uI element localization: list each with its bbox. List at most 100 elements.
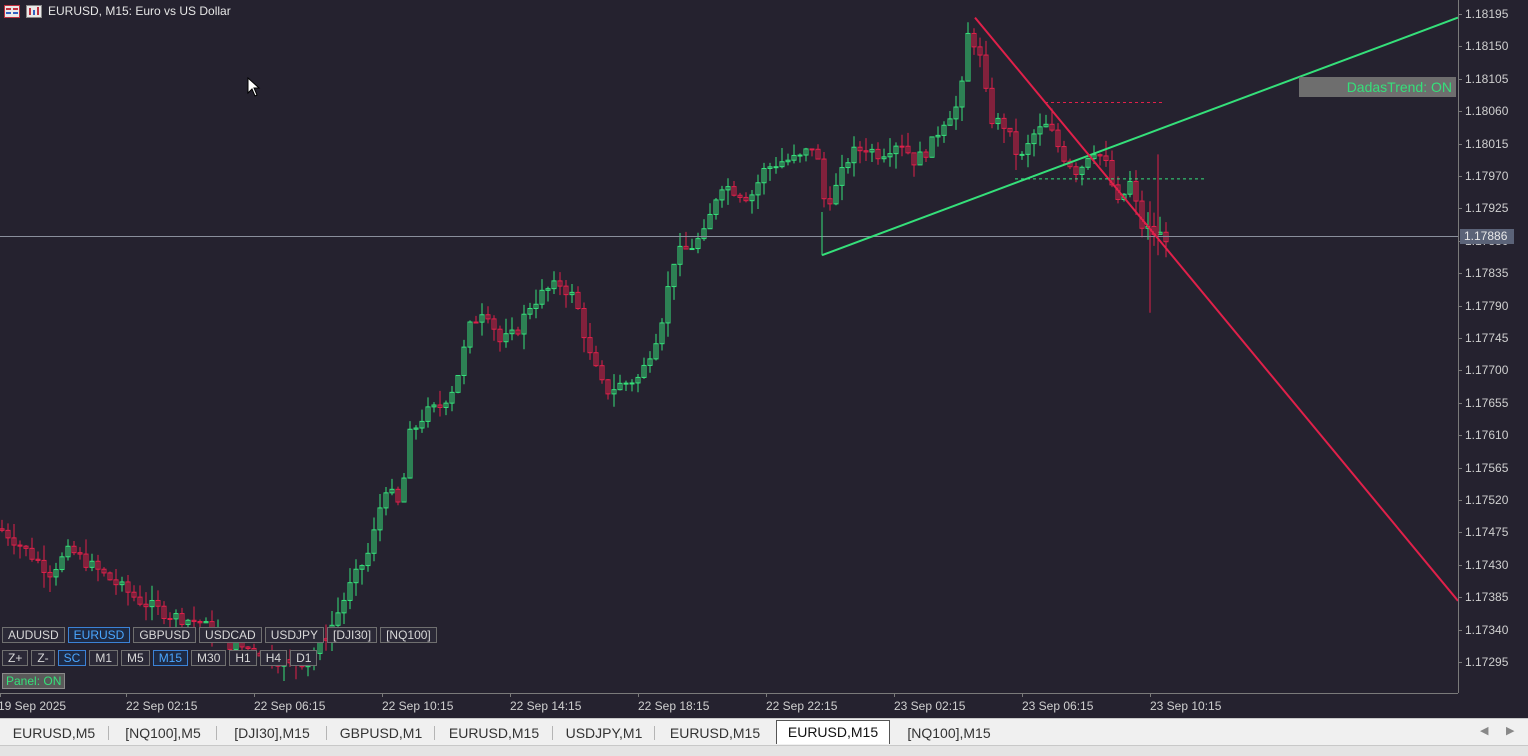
chart-tab[interactable]: EURUSD,M15 bbox=[776, 720, 890, 744]
candle-body bbox=[995, 117, 1001, 125]
price-label: 1.17340 bbox=[1465, 622, 1509, 637]
chart-tab[interactable]: [DJI30],M15 bbox=[234, 725, 310, 741]
candle-body bbox=[563, 285, 569, 296]
candle-body bbox=[593, 352, 599, 367]
candle-body bbox=[803, 148, 809, 156]
candle-body bbox=[509, 329, 515, 335]
menu-grid-icon[interactable] bbox=[4, 4, 20, 18]
timeframe-button-h4[interactable]: H4 bbox=[259, 650, 288, 666]
candle-body bbox=[1061, 146, 1067, 162]
candle-body bbox=[35, 558, 41, 561]
candle-body bbox=[167, 617, 173, 620]
candle-body bbox=[857, 146, 863, 152]
symbol-button-dji30[interactable]: [DJI30] bbox=[327, 627, 378, 643]
symbol-button-eurusd[interactable]: EURUSD bbox=[67, 627, 131, 643]
candle-body bbox=[935, 134, 941, 138]
symbol-button-usdcad[interactable]: USDCAD bbox=[199, 627, 262, 643]
candle-body bbox=[1103, 155, 1109, 162]
timeframe-button-d1[interactable]: D1 bbox=[290, 650, 318, 666]
price-label: 1.17475 bbox=[1465, 525, 1509, 540]
chart-tab[interactable]: EURUSD,M15 bbox=[669, 725, 761, 741]
time-label: 22 Sep 02:15 bbox=[126, 699, 198, 713]
candle-body bbox=[665, 286, 671, 324]
dadas-trend-badge[interactable]: DadasTrend: ON bbox=[1299, 77, 1456, 97]
candlestick-chart[interactable] bbox=[0, 0, 1458, 693]
candle-body bbox=[449, 391, 455, 404]
candle-body bbox=[773, 166, 779, 169]
candle-body bbox=[401, 477, 407, 503]
timeframe-button-m5[interactable]: M5 bbox=[121, 650, 150, 666]
price-label: 1.17745 bbox=[1465, 331, 1509, 345]
candle-body bbox=[881, 156, 887, 160]
candle-body bbox=[125, 581, 131, 593]
chart-tab[interactable]: GBPUSD,M1 bbox=[339, 725, 423, 741]
downtrend-line bbox=[974, 16, 1458, 602]
chart-tab[interactable]: EURUSD,M15 bbox=[448, 725, 540, 741]
chart-type-icon[interactable] bbox=[26, 4, 42, 18]
candle-body bbox=[653, 343, 659, 360]
candle-body bbox=[587, 337, 593, 354]
timeframe-button-m15[interactable]: M15 bbox=[152, 650, 189, 666]
price-label: 1.17520 bbox=[1465, 493, 1509, 507]
price-tick bbox=[1458, 435, 1462, 437]
candle-body bbox=[461, 346, 467, 376]
candle-body bbox=[1091, 154, 1097, 160]
candle-body bbox=[887, 153, 893, 158]
symbol-button-usdjpy[interactable]: USDJPY bbox=[264, 627, 325, 643]
candle-body bbox=[77, 552, 83, 555]
candle-body bbox=[1043, 123, 1049, 128]
price-label: 1.17655 bbox=[1465, 395, 1509, 410]
candle-body bbox=[605, 379, 611, 395]
timeframe-button-h1[interactable]: H1 bbox=[229, 650, 257, 666]
time-tick bbox=[382, 693, 383, 697]
time-axis[interactable]: 19 Sep 2025 22 Sep 02:15 22 Sep 06:15 22 Se… bbox=[0, 693, 1458, 718]
candle-body bbox=[743, 196, 749, 202]
candle-body bbox=[1049, 123, 1055, 131]
candle-body bbox=[641, 364, 647, 378]
timeframe-button-m30[interactable]: M30 bbox=[191, 650, 227, 666]
candle-body bbox=[431, 404, 437, 408]
timeframe-button-sc[interactable]: SC bbox=[57, 650, 87, 666]
candle-body bbox=[527, 308, 533, 315]
candle-body bbox=[203, 621, 209, 624]
chart-tab[interactable]: USDJPY,M1 bbox=[565, 725, 643, 741]
price-label: 1.18105 bbox=[1465, 71, 1509, 86]
price-tick bbox=[1458, 500, 1462, 501]
candle-body bbox=[503, 333, 509, 343]
candle-body bbox=[953, 106, 959, 120]
candle-body bbox=[359, 565, 365, 570]
timeframe-button-z+[interactable]: Z+ bbox=[2, 650, 29, 666]
candle-body bbox=[797, 154, 803, 157]
price-axis[interactable]: 1.18195 1.18150 1.18105 1.18060 1.18015 1.179… bbox=[1458, 0, 1528, 693]
price-label: 1.18195 bbox=[1465, 7, 1509, 21]
price-label: 1.18060 bbox=[1465, 104, 1509, 119]
candle-body bbox=[893, 145, 899, 155]
candle-body bbox=[959, 80, 965, 108]
chart-tab[interactable]: EURUSD,M5 bbox=[12, 725, 96, 741]
timeframe-button-m1[interactable]: M1 bbox=[89, 650, 119, 666]
chart-tab[interactable]: [NQ100],M5 bbox=[125, 725, 201, 741]
chart-tab[interactable]: [NQ100],M15 bbox=[907, 725, 991, 741]
symbol-button-audusd[interactable]: AUDUSD bbox=[2, 627, 65, 643]
tab-separator bbox=[108, 726, 109, 740]
candle-body bbox=[689, 248, 695, 251]
candle-body bbox=[1109, 160, 1115, 186]
timeframe-button-z-[interactable]: Z- bbox=[31, 650, 55, 666]
symbol-button-nq100[interactable]: [NQ100] bbox=[380, 627, 437, 643]
price-tick bbox=[1458, 597, 1462, 599]
panel-toggle-button[interactable]: Panel: ON bbox=[2, 673, 66, 689]
candle-body bbox=[833, 184, 839, 205]
candle-body bbox=[59, 556, 65, 571]
scroll-tabs-right-icon[interactable]: ▶ bbox=[1506, 725, 1515, 737]
candle-body bbox=[143, 603, 149, 608]
candle-body bbox=[119, 581, 125, 586]
symbol-button-gbpusd[interactable]: GBPUSD bbox=[133, 627, 197, 643]
candle-body bbox=[839, 167, 845, 186]
candle-body bbox=[701, 228, 707, 240]
candle-body bbox=[749, 194, 755, 202]
time-label: 23 Sep 06:15 bbox=[1022, 699, 1094, 713]
candle-body bbox=[89, 560, 95, 568]
scroll-tabs-left-icon[interactable]: ◀ bbox=[1480, 725, 1489, 737]
candle-body bbox=[11, 537, 17, 546]
chart-canvas[interactable] bbox=[0, 0, 1458, 693]
